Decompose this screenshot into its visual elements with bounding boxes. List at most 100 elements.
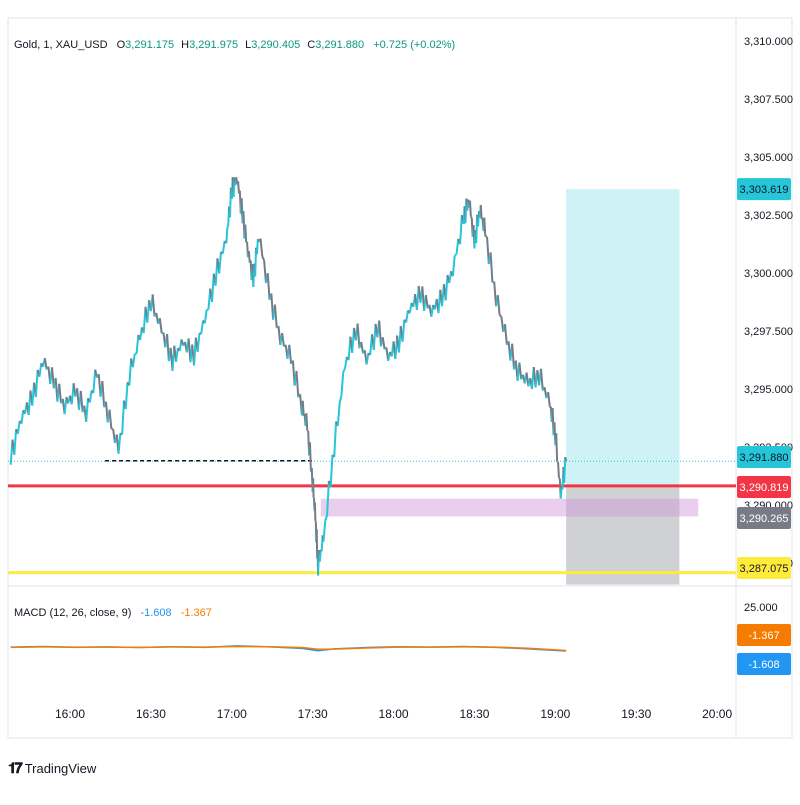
price-badge: 3,290.819: [740, 482, 789, 494]
time-tick-label[interactable]: 16:00: [55, 707, 85, 721]
price-segment: [471, 216, 472, 218]
time-tick-label[interactable]: 17:30: [298, 707, 328, 721]
time-axis-ticks[interactable]: 16:00 16:30 17:00 17:30 18:00 18:30 19:00 19:30…: [55, 707, 732, 721]
ohlc-legend: Gold, 1, XAU_USD O3,291.175 H3,291.975 L…: [14, 39, 455, 51]
price-segment: [331, 455, 333, 488]
price-tick-label[interactable]: 3,295.000: [744, 384, 793, 396]
price-segment: [334, 422, 336, 457]
price-segment: [558, 462, 559, 478]
price-segment: [160, 318, 162, 333]
price-segment: [227, 226, 228, 228]
change-value: +0.725 (+0.02%): [373, 39, 455, 51]
macd-value: -1.608: [140, 607, 171, 619]
price-segment: [456, 239, 458, 254]
price-segment: [36, 370, 38, 397]
price-segment: [446, 275, 448, 300]
price-segment: [460, 215, 462, 244]
price-segment: [406, 310, 408, 322]
price-segment: [176, 348, 178, 362]
price-segment: [548, 392, 550, 407]
price-segment: [268, 273, 270, 300]
price-segment: [564, 457, 565, 483]
price-segment: [426, 295, 428, 308]
price-segment: [403, 320, 405, 342]
price-segment: [345, 357, 347, 369]
macd-legend: MACD (12, 26, close, 9) -1.608 -1.367: [14, 607, 212, 619]
low-value: 3,290.405: [251, 39, 300, 51]
price-tick-label[interactable]: 3,297.500: [744, 326, 793, 338]
tradingview-logo-icon: 𝟏𝟕: [8, 760, 21, 777]
time-tick-label[interactable]: 18:00: [379, 707, 409, 721]
price-tick-label[interactable]: 3,305.000: [744, 152, 793, 164]
price-tick-label[interactable]: 3,300.000: [744, 268, 793, 280]
price-badges: 3,303.6193,291.8803,290.8193,290.2653,28…: [737, 178, 791, 675]
price-segment: [137, 335, 139, 354]
profit-zone[interactable]: [566, 189, 679, 486]
price-segment: [14, 429, 16, 454]
time-tick-label[interactable]: 16:30: [136, 707, 166, 721]
price-segment: [481, 205, 482, 219]
price-segment: [18, 421, 20, 434]
price-segment: [470, 201, 471, 217]
price-segment: [81, 391, 83, 412]
price-segment: [205, 310, 207, 323]
price-segment: [379, 321, 381, 347]
brand-name: TradingView: [25, 761, 97, 776]
macd-badge: -1.608: [748, 659, 779, 671]
price-segment: [245, 225, 246, 243]
price-segment: [39, 363, 41, 376]
price-segment: [341, 372, 343, 395]
price-segment: [86, 398, 88, 422]
time-tick-label[interactable]: 20:00: [702, 707, 732, 721]
symbol-label: Gold, 1, XAU_USD: [14, 39, 108, 51]
price-segment: [367, 353, 369, 364]
tradingview-brand[interactable]: 𝟏𝟕 TradingView: [8, 760, 96, 777]
price-tick-label[interactable]: 3,302.500: [744, 210, 793, 222]
price-segment: [500, 315, 502, 317]
price-segment: [383, 337, 385, 349]
price-segment: [219, 252, 221, 274]
price-segment: [559, 478, 560, 479]
price-segment: [289, 345, 291, 364]
price-segment: [343, 368, 345, 372]
time-tick-label[interactable]: 19:30: [621, 707, 651, 721]
price-segment: [275, 305, 277, 328]
price-segment: [226, 228, 227, 243]
signal-value: -1.367: [181, 607, 212, 619]
price-segment: [498, 295, 500, 315]
price-segment: [556, 433, 557, 462]
macd-badge: -1.367: [748, 630, 779, 642]
time-tick-label[interactable]: 19:00: [540, 707, 570, 721]
price-segment: [340, 395, 342, 403]
price-tick-label[interactable]: 3,310.000: [744, 36, 793, 48]
price-segment: [323, 520, 325, 542]
price-segment: [133, 354, 135, 367]
price-segment: [338, 403, 340, 426]
price-segment: [93, 370, 95, 393]
macd-axis-label: 25.000: [744, 602, 778, 614]
price-segment: [262, 257, 264, 261]
price-segment: [519, 363, 521, 380]
price-badge: 3,287.075: [740, 563, 789, 575]
price-segment: [306, 413, 307, 430]
price-tick-label[interactable]: 3,307.500: [744, 94, 793, 106]
time-tick-label[interactable]: 17:00: [217, 707, 247, 721]
price-segment: [485, 236, 487, 237]
price-segment: [90, 391, 92, 403]
price-badge: 3,291.880: [740, 452, 789, 464]
price-segment: [505, 324, 507, 345]
open-value: 3,291.175: [125, 39, 174, 51]
price-segment: [361, 342, 363, 353]
price-segment: [297, 371, 299, 397]
time-tick-label[interactable]: 18:30: [459, 707, 489, 721]
price-segment: [455, 254, 457, 255]
position-zones[interactable]: [321, 189, 698, 585]
purple-zone[interactable]: [321, 499, 698, 517]
price-segment: [59, 384, 61, 404]
price-segment: [126, 382, 128, 409]
price-segment: [310, 442, 311, 471]
price-segment: [565, 457, 566, 461]
price-segment: [129, 358, 131, 385]
